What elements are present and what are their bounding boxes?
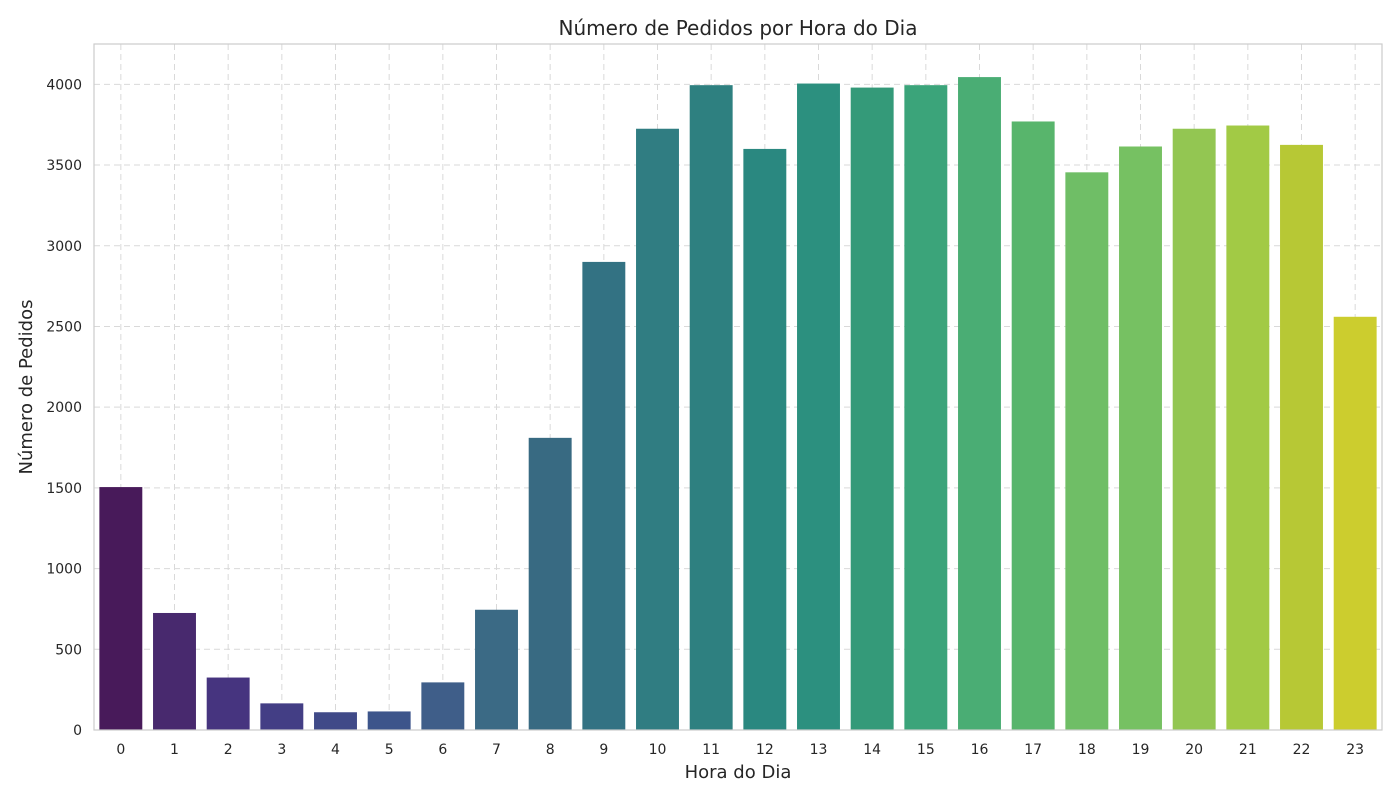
x-tick-label: 11 xyxy=(702,742,720,758)
y-tick-label: 1000 xyxy=(46,562,82,578)
bar-hour-3 xyxy=(260,703,304,730)
y-tick-label: 2500 xyxy=(46,319,82,335)
bar-hour-17 xyxy=(1011,121,1055,730)
bar-hour-22 xyxy=(1280,144,1323,731)
chart-title: Número de Pedidos por Hora do Dia xyxy=(559,16,918,40)
x-tick-label: 5 xyxy=(385,742,394,758)
bar-hour-5 xyxy=(367,711,411,730)
x-tick-label: 19 xyxy=(1132,742,1150,758)
x-tick-label: 6 xyxy=(438,742,447,758)
y-tick-label: 0 xyxy=(73,723,82,739)
x-tick-label: 9 xyxy=(599,742,608,758)
bar-hour-10 xyxy=(636,128,679,730)
bar-hour-23 xyxy=(1333,316,1377,730)
x-tick-label: 21 xyxy=(1239,742,1257,758)
bars xyxy=(99,77,1377,731)
x-tick-label: 18 xyxy=(1078,742,1096,758)
bar-hour-14 xyxy=(850,87,894,730)
y-tick-label: 1500 xyxy=(46,481,82,497)
x-tick-labels: 0 1 2 3 4 5 6 7 8 9 10 11 12 13 14 15 16 17 18 19 20 21 22 23 xyxy=(116,742,1364,758)
y-tick-label: 4000 xyxy=(46,77,82,93)
x-axis-label: Hora do Dia xyxy=(685,762,792,783)
bar-hour-13 xyxy=(797,83,840,730)
bar-hour-8 xyxy=(528,437,572,730)
x-tick-label: 2 xyxy=(224,742,233,758)
x-tick-label: 8 xyxy=(546,742,555,758)
bar-hour-6 xyxy=(421,682,465,730)
x-tick-label: 23 xyxy=(1346,742,1364,758)
x-tick-label: 7 xyxy=(492,742,501,758)
x-tick-label: 13 xyxy=(810,742,828,758)
bar-hour-20 xyxy=(1172,128,1216,730)
bar-hour-7 xyxy=(475,609,518,730)
y-tick-label: 2000 xyxy=(46,400,82,416)
x-tick-label: 1 xyxy=(170,742,179,758)
x-tick-label: 16 xyxy=(971,742,989,758)
y-axis-label: Número de Pedidos xyxy=(16,300,37,475)
bar-hour-11 xyxy=(689,85,733,730)
bar-hour-2 xyxy=(206,677,250,730)
bar-hour-18 xyxy=(1065,172,1109,730)
bar-hour-21 xyxy=(1226,125,1270,730)
bar-hour-12 xyxy=(743,148,787,730)
x-tick-label: 4 xyxy=(331,742,340,758)
x-tick-label: 3 xyxy=(277,742,286,758)
bar-hour-9 xyxy=(582,261,626,730)
bar-hour-0 xyxy=(99,487,143,730)
bar-hour-1 xyxy=(153,612,196,730)
x-tick-label: 17 xyxy=(1024,742,1042,758)
y-tick-label: 3500 xyxy=(46,158,82,174)
plot-frame xyxy=(93,43,1383,731)
x-tick-label: 15 xyxy=(917,742,935,758)
x-tick-label: 0 xyxy=(116,742,125,758)
y-tick-label: 3000 xyxy=(46,239,82,255)
y-tick-labels: 0 500 1000 1500 2000 2500 3000 3500 4000 xyxy=(46,77,82,739)
y-tick-label: 500 xyxy=(55,642,82,658)
bar-hour-4 xyxy=(314,712,357,730)
x-tick-label: 22 xyxy=(1293,742,1311,758)
bar-hour-16 xyxy=(958,77,1001,730)
x-tick-label: 12 xyxy=(756,742,774,758)
x-tick-label: 14 xyxy=(863,742,881,758)
x-tick-label: 20 xyxy=(1185,742,1203,758)
bar-hour-15 xyxy=(904,85,948,730)
bar-hour-19 xyxy=(1119,146,1162,731)
x-tick-label: 10 xyxy=(649,742,667,758)
